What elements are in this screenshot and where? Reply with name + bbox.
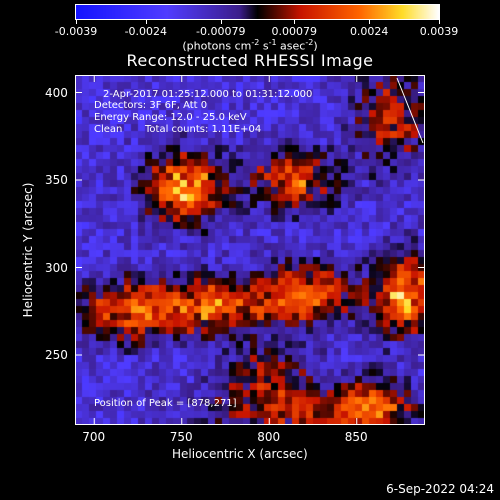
colorbar-tick-mark xyxy=(76,20,77,24)
y-tick-label: 350 xyxy=(45,173,68,187)
colorbar-tick-label: -0.0024 xyxy=(124,25,168,38)
colorbar-tick-mark xyxy=(220,20,222,24)
colorbar-tick-mark xyxy=(369,20,371,24)
colorbar-tick-label: 0.0039 xyxy=(419,25,459,38)
info-detectors: Detectors: 3F 6F, Att 0 xyxy=(94,100,208,111)
x-axis-title: Heliocentric X (arcsec) xyxy=(172,447,308,461)
y-tick-label: 400 xyxy=(45,85,68,100)
plot-title: Reconstructed RHESSI Image xyxy=(126,51,374,70)
x-tick-label: 750 xyxy=(169,430,193,444)
info-method: Clean xyxy=(94,124,123,135)
y-tick-label: 300 xyxy=(45,260,68,275)
colorbar-tick-label: -0.0039 xyxy=(54,25,98,38)
colorbar-tick-mark xyxy=(439,20,440,24)
colorbar-tick-mark xyxy=(145,20,147,24)
info-time-range: 2-Apr-2017 01:25:12.000 to 01:31:12.000 xyxy=(103,89,313,100)
colorbar-tick-mark xyxy=(294,20,296,24)
x-tick-label: 850 xyxy=(344,430,368,444)
colorbar-unit-label: (photons cm-2 s-1 asec-2) xyxy=(182,38,318,53)
x-tick-label: 700 xyxy=(82,430,106,444)
heatmap-image xyxy=(75,75,425,425)
timestamp: 6-Sep-2022 04:24 xyxy=(386,482,494,496)
colorbar xyxy=(75,4,440,20)
info-energy: Energy Range: 12.0 - 25.0 keV xyxy=(94,112,247,123)
info-counts: Total counts: 1.11E+04 xyxy=(145,124,262,135)
info-peak-position: Position of Peak = [878,271] xyxy=(94,398,237,409)
y-axis-title: Heliocentric Y (arcsec) xyxy=(21,182,35,318)
y-tick-label: 250 xyxy=(45,348,68,362)
colorbar-tick-label: 0.0024 xyxy=(349,25,389,38)
colorbar-tick-label: -0.00079 xyxy=(196,25,246,38)
colorbar-tick-label: 0.00079 xyxy=(271,25,318,38)
x-tick-label: 800 xyxy=(257,430,281,444)
limb-line xyxy=(396,77,424,144)
